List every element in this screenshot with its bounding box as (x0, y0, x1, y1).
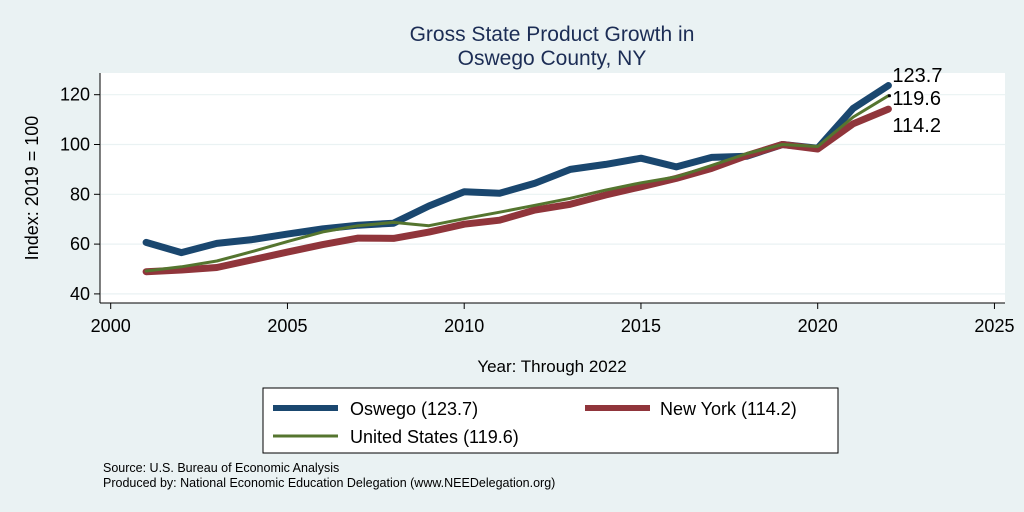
y-tick-label-40: 40 (70, 284, 90, 304)
x-tick-label-2020: 2020 (798, 316, 838, 336)
produced-by-note: Produced by: National Economic Education… (103, 476, 555, 490)
end-labels: 123.7 114.2 119.6 (887, 65, 942, 137)
legend: Oswego (123.7) New York (114.2) United S… (262, 387, 839, 454)
x-axis-label: Year: Through 2022 (477, 357, 626, 376)
x-tick-label-2025: 2025 (974, 316, 1014, 336)
x-tick-label-2010: 2010 (444, 316, 484, 336)
source-note: Source: U.S. Bureau of Economic Analysis (103, 461, 339, 475)
legend-label-united-states: United States (119.6) (350, 427, 519, 447)
end-label-united-states: 119.6 (892, 88, 941, 110)
x-ticks: 2000 2005 2010 2015 2020 2025 (91, 303, 1014, 336)
end-marker-united-states (887, 94, 892, 98)
chart-title-line-2: Oswego County, NY (458, 47, 647, 70)
series-line-united-states (144, 94, 890, 273)
legend-label-new-york: New York (114.2) (660, 399, 797, 419)
end-label-new-york: 114.2 (892, 115, 941, 137)
y-tick-label-80: 80 (70, 184, 90, 204)
y-axis-label: Index: 2019 = 100 (22, 116, 42, 261)
series-lines (142, 82, 892, 276)
y-tick-label-120: 120 (60, 85, 90, 105)
legend-label-oswego: Oswego (123.7) (350, 399, 478, 419)
chart-title-line-1: Gross State Product Growth in (410, 23, 695, 46)
legend-box (262, 387, 839, 454)
y-tick-label-60: 60 (70, 234, 90, 254)
x-tick-label-2015: 2015 (621, 316, 661, 336)
gridlines (101, 94, 1005, 295)
y-tick-label-100: 100 (60, 135, 90, 155)
end-label-oswego: 123.7 (892, 65, 942, 87)
x-tick-label-2000: 2000 (91, 316, 131, 336)
y-ticks: 40 60 80 100 120 (60, 85, 100, 304)
x-tick-label-2005: 2005 (267, 316, 307, 336)
